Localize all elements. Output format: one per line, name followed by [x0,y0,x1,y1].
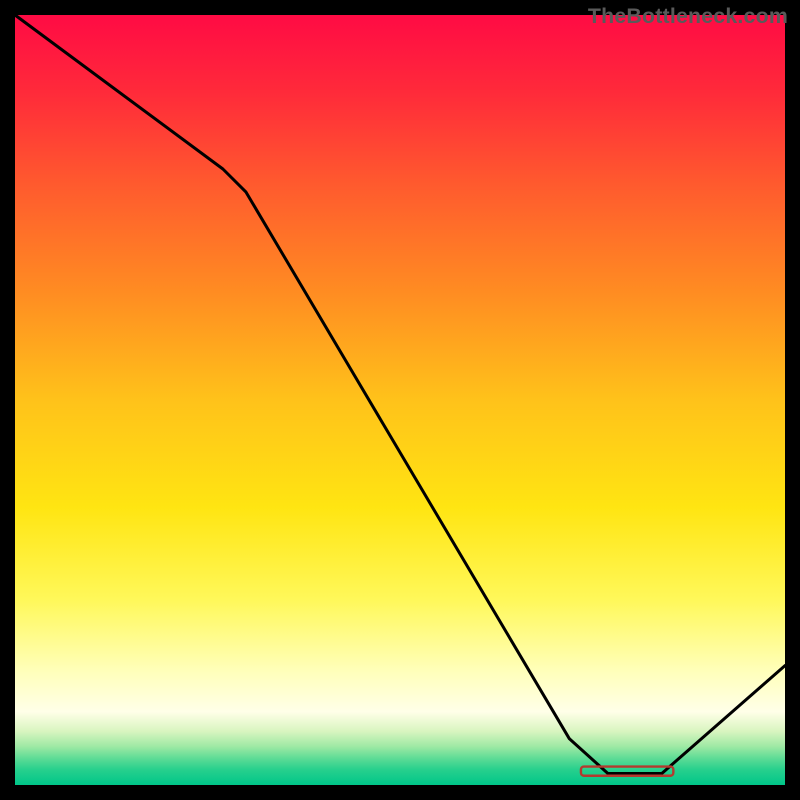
gradient-heatmap [15,15,785,785]
watermark-text: TheBottleneck.com [588,4,788,29]
chart-stage: TheBottleneck.com [0,0,800,800]
chart-svg [0,0,800,800]
